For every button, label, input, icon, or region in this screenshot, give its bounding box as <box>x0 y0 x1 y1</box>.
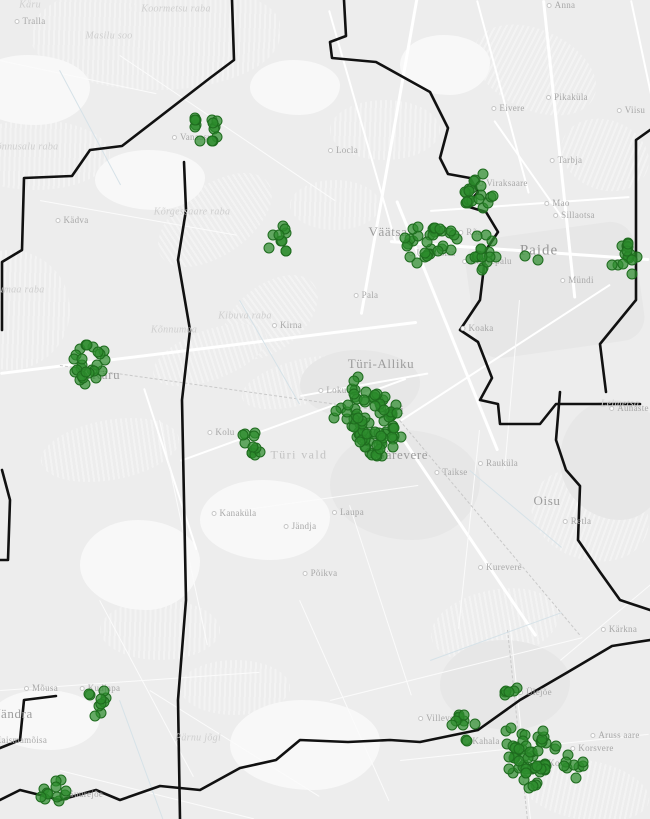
data-point-marker[interactable] <box>206 135 218 147</box>
data-point-marker[interactable] <box>92 346 104 358</box>
data-point-marker[interactable] <box>273 229 285 241</box>
data-point-marker[interactable] <box>503 751 515 763</box>
data-point-marker[interactable] <box>375 430 387 442</box>
data-point-marker[interactable] <box>532 254 544 266</box>
data-point-marker[interactable] <box>558 760 570 772</box>
data-point-marker[interactable] <box>537 725 549 737</box>
data-point-marker[interactable] <box>280 245 292 257</box>
data-point-marker[interactable] <box>194 135 206 147</box>
data-point-marker[interactable] <box>475 180 487 192</box>
data-point-marker[interactable] <box>369 389 381 401</box>
data-point-marker[interactable] <box>626 268 638 280</box>
data-point-marker[interactable] <box>434 223 446 235</box>
data-point-marker[interactable] <box>473 193 485 205</box>
data-point-marker[interactable] <box>80 366 92 378</box>
data-point-marker[interactable] <box>432 245 444 257</box>
data-point-marker[interactable] <box>358 394 370 406</box>
data-point-marker[interactable] <box>487 190 499 202</box>
data-point-marker[interactable] <box>387 441 399 453</box>
data-point-marker[interactable] <box>35 791 47 803</box>
data-point-marker[interactable] <box>348 375 360 387</box>
data-point-marker[interactable] <box>411 257 423 269</box>
data-point-marker[interactable] <box>378 404 390 416</box>
data-point-marker[interactable] <box>89 710 101 722</box>
data-point-marker[interactable] <box>237 429 249 441</box>
data-point-marker[interactable] <box>461 735 473 747</box>
data-point-marker[interactable] <box>207 117 219 129</box>
data-point-marker[interactable] <box>247 441 259 453</box>
data-point-marker[interactable] <box>477 168 489 180</box>
data-point-marker[interactable] <box>342 399 354 411</box>
data-point-marker[interactable] <box>330 405 342 417</box>
data-point-marker[interactable] <box>83 688 95 700</box>
data-point-marker[interactable] <box>458 709 470 721</box>
data-point-marker[interactable] <box>463 185 475 197</box>
data-point-marker[interactable] <box>471 230 483 242</box>
data-point-marker[interactable] <box>445 225 457 237</box>
data-point-marker[interactable] <box>404 251 416 263</box>
data-point-marker[interactable] <box>248 430 260 442</box>
data-point-marker[interactable] <box>570 772 582 784</box>
data-point-marker[interactable] <box>475 243 487 255</box>
data-point-marker[interactable] <box>505 722 517 734</box>
data-point-marker[interactable] <box>446 719 458 731</box>
data-point-marker[interactable] <box>50 781 62 793</box>
data-point-marker[interactable] <box>513 743 525 755</box>
data-point-marker[interactable] <box>388 422 400 434</box>
data-point-marker[interactable] <box>189 114 201 126</box>
data-point-marker[interactable] <box>354 436 366 448</box>
data-point-marker[interactable] <box>60 785 72 797</box>
data-point-marker[interactable] <box>503 763 515 775</box>
data-point-marker[interactable] <box>279 223 291 235</box>
data-point-marker[interactable] <box>461 196 473 208</box>
data-point-marker[interactable] <box>606 259 618 271</box>
data-point-marker[interactable] <box>503 686 515 698</box>
data-point-marker[interactable] <box>577 756 589 768</box>
data-point-marker[interactable] <box>419 247 431 258</box>
data-point-marker[interactable] <box>617 258 629 270</box>
data-point-marker[interactable] <box>527 780 539 792</box>
data-point-marker[interactable] <box>391 407 403 419</box>
data-point-marker[interactable] <box>520 767 532 779</box>
data-point-marker[interactable] <box>95 693 107 705</box>
data-point-marker[interactable] <box>519 250 531 262</box>
data-point-marker[interactable] <box>622 238 634 250</box>
data-point-marker[interactable] <box>263 242 275 254</box>
data-point-marker[interactable] <box>348 388 360 400</box>
data-point-marker[interactable] <box>531 760 543 772</box>
data-point-marker[interactable] <box>76 353 88 365</box>
data-point-marker[interactable] <box>369 400 381 412</box>
data-point-marker[interactable] <box>81 339 93 351</box>
data-point-marker[interactable] <box>399 232 411 244</box>
data-point-marker[interactable] <box>412 221 423 233</box>
data-point-marker[interactable] <box>352 412 364 424</box>
data-point-marker[interactable] <box>469 718 481 730</box>
data-point-marker[interactable] <box>550 740 562 752</box>
